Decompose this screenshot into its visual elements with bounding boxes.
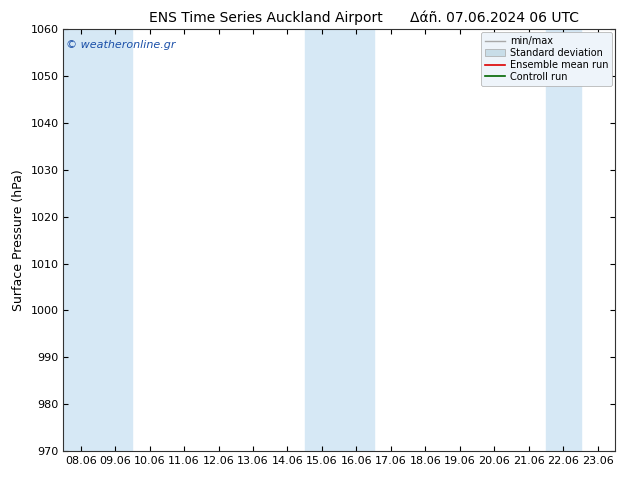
Legend: min/max, Standard deviation, Ensemble mean run, Controll run: min/max, Standard deviation, Ensemble me…: [481, 32, 612, 86]
Bar: [63, 29, 133, 451]
Text: © weatheronline.gr: © weatheronline.gr: [66, 40, 176, 50]
Text: Δάñ. 07.06.2024 06 UTC: Δάñ. 07.06.2024 06 UTC: [410, 11, 579, 25]
Bar: [305, 29, 373, 451]
Y-axis label: Surface Pressure (hPa): Surface Pressure (hPa): [12, 169, 25, 311]
Bar: [546, 29, 581, 451]
Text: ENS Time Series Auckland Airport: ENS Time Series Auckland Airport: [150, 11, 383, 25]
